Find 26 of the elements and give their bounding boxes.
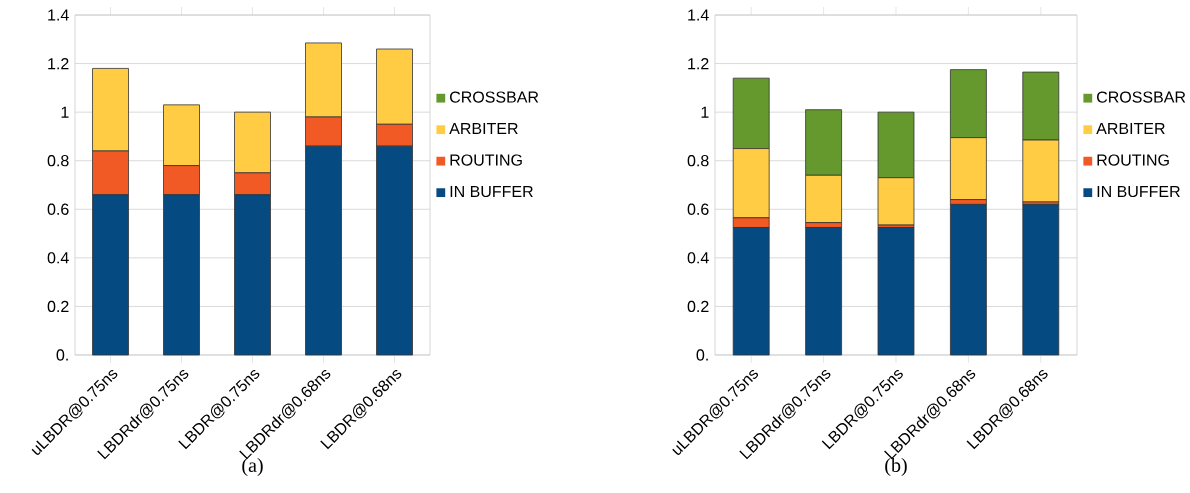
- legend-label: ARBITER: [449, 122, 518, 134]
- y-tick-label: 0.6: [47, 203, 69, 215]
- y-tick-label: 0.8: [47, 155, 69, 167]
- y-tick-label: 1: [701, 106, 709, 118]
- y-tick-label: 0.8: [687, 155, 709, 167]
- y-tick-label: 1.2: [688, 57, 709, 70]
- legend-label: CROSSBAR: [1097, 91, 1186, 103]
- y-tick-label: 1.4: [48, 9, 69, 21]
- legend-label: IN BUFFER: [1097, 185, 1180, 198]
- y-tick-label: 0.4: [687, 252, 709, 264]
- legend-label: ROUTING: [450, 154, 522, 166]
- y-tick-label: 1.4: [688, 9, 709, 21]
- y-tick-label: 0.6: [687, 203, 709, 215]
- legend-label: IN BUFFER: [450, 185, 533, 198]
- y-tick-label: 0.: [56, 349, 68, 361]
- legend-label: CROSSBAR: [450, 91, 539, 103]
- legend-label: ROUTING: [1097, 154, 1169, 166]
- y-tick-label: 0.2: [47, 300, 69, 313]
- y-tick-label: 0.4: [47, 252, 69, 264]
- bar: [1022, 204, 1060, 356]
- legend-label: ARBITER: [1096, 122, 1165, 134]
- y-tick-label: 0.2: [687, 300, 709, 313]
- y-tick-label: 1: [61, 106, 69, 118]
- y-tick-label: 1.2: [48, 57, 69, 70]
- y-tick-label: 0.: [696, 349, 708, 361]
- bar: [877, 227, 915, 356]
